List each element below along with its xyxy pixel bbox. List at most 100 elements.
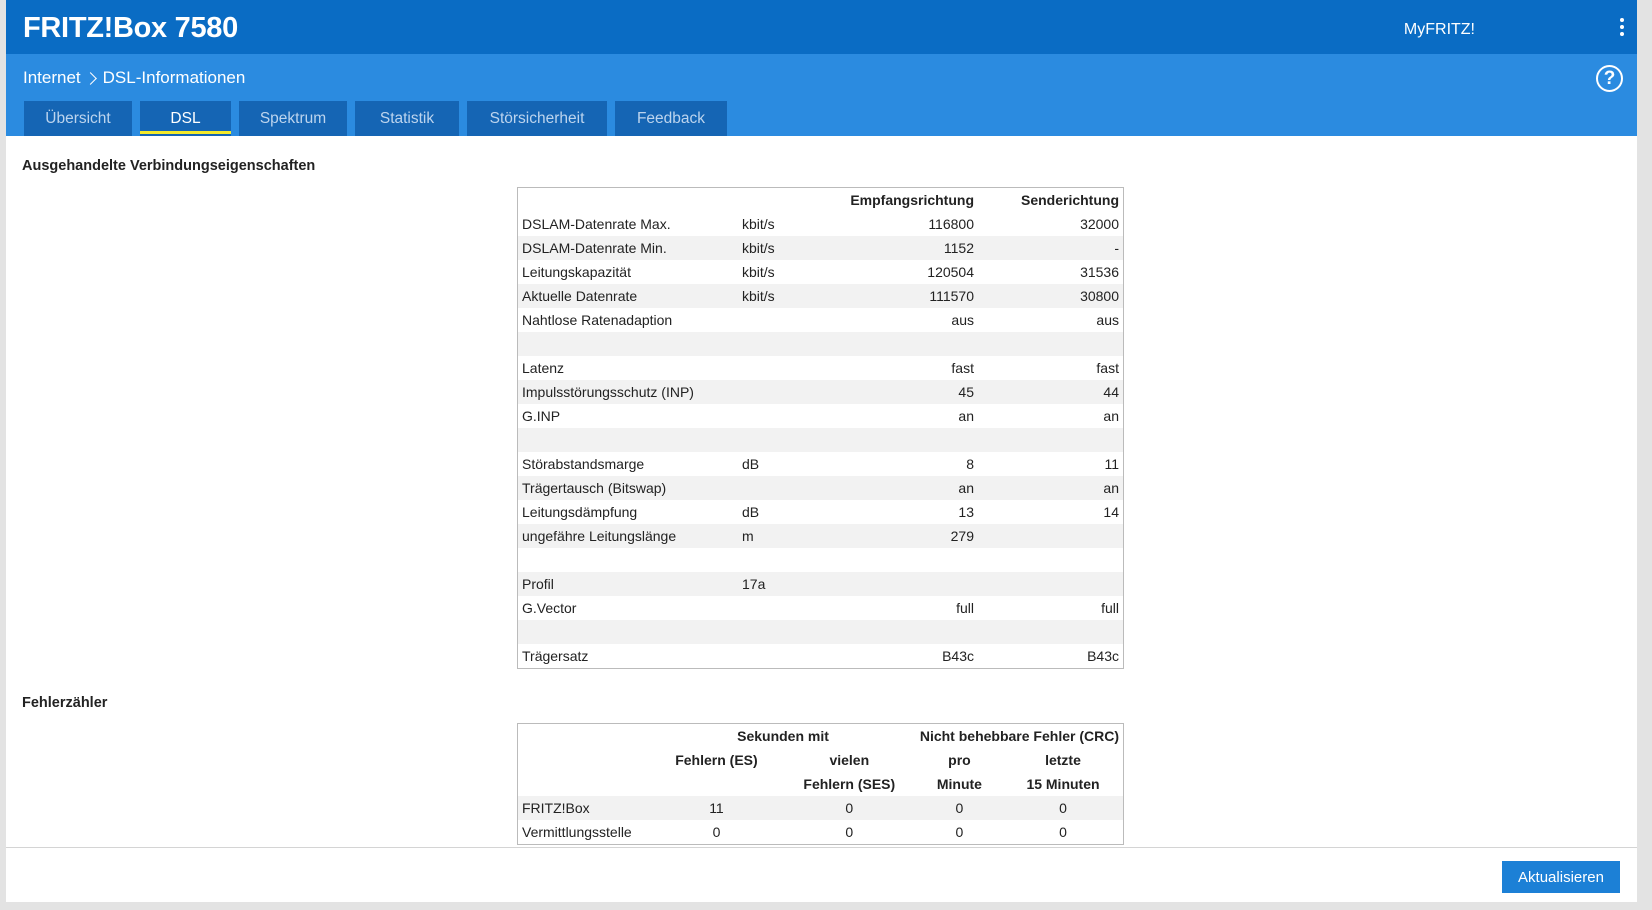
cell-unit — [738, 404, 838, 428]
table-row: G.INP an an — [518, 404, 1123, 428]
cell-unit — [738, 356, 838, 380]
cell-unit — [738, 428, 838, 452]
cell-ses: 0 — [845, 824, 854, 840]
cell-up: aus — [1096, 312, 1119, 328]
cell-label — [518, 428, 738, 452]
footer-bar: Aktualisieren — [6, 847, 1637, 902]
table-row: Aktuelle Datenrate kbit/s 111570 30800 — [518, 284, 1123, 308]
cell-up: 44 — [978, 380, 1123, 404]
cell-unit: dB — [742, 456, 760, 472]
col-header-up: Senderichtung — [1020, 192, 1119, 208]
cell-label: Aktuelle Datenrate — [518, 284, 738, 308]
cell-down: 111570 — [838, 284, 978, 308]
connection-table: Empfangsrichtung Senderichtung DSLAM-Dat… — [517, 187, 1124, 669]
cell-up: fast — [1096, 360, 1119, 376]
help-icon[interactable]: ? — [1596, 65, 1623, 92]
col-header-15-1: letzte — [1045, 752, 1081, 768]
tab-bar: Übersicht DSL Spektrum Statistik Störsic… — [24, 101, 735, 136]
cell-down: 13 — [958, 504, 974, 520]
group-header-crc: Nicht behebbare Fehler (CRC) — [919, 728, 1119, 744]
cell-up: 11 — [1104, 456, 1119, 472]
cell-up — [978, 572, 1123, 596]
cell-unit — [738, 308, 838, 332]
cell-unit: kbit/s — [738, 236, 838, 260]
cell-up — [978, 524, 1123, 548]
cell-m15: 0 — [1003, 796, 1123, 820]
table-row: Störabstandsmarge dB 8 11 — [518, 452, 1123, 476]
cell-down: B43c — [942, 648, 974, 664]
cell-label: Impulsstörungsschutz (INP) — [518, 380, 738, 404]
chevron-right-icon — [83, 71, 97, 85]
table-row: Latenz fast fast — [518, 356, 1123, 380]
cell-up: - — [978, 236, 1123, 260]
cell-down — [838, 428, 978, 452]
cell-down: fast — [951, 360, 974, 376]
cell-down: 45 — [838, 380, 978, 404]
cell-label: Leitungsdämpfung — [522, 504, 638, 520]
tab-spektrum[interactable]: Spektrum — [239, 101, 347, 136]
cell-unit — [738, 380, 838, 404]
cell-label: Leitungskapazität — [522, 264, 631, 280]
col-header-down: Empfangsrichtung — [850, 192, 974, 208]
table-row — [518, 548, 1123, 572]
cell-up: 30800 — [978, 284, 1123, 308]
cell-label: G.INP — [522, 408, 561, 424]
cell-pm: 0 — [955, 824, 964, 840]
cell-unit — [738, 596, 838, 620]
table-row: Profil 17a — [518, 572, 1123, 596]
tab-statistik[interactable]: Statistik — [355, 101, 459, 136]
cell-up: B43c — [1087, 648, 1119, 664]
col-header-15-2: 15 Minuten — [1026, 776, 1100, 792]
table-row — [518, 428, 1123, 452]
cell-down: 1152 — [838, 236, 978, 260]
tab-feedback[interactable]: Feedback — [615, 101, 727, 136]
tab-stoersicherheit[interactable]: Störsicherheit — [467, 101, 607, 136]
breadcrumb-parent[interactable]: Internet — [23, 68, 81, 87]
cell-label — [518, 548, 738, 572]
cell-unit: 17a — [738, 572, 838, 596]
myfritz-link[interactable]: MyFRITZ! — [1403, 21, 1475, 38]
cell-es: 0 — [712, 824, 721, 840]
cell-down: an — [958, 408, 974, 424]
cell-ses: 0 — [782, 796, 916, 820]
cell-up — [978, 332, 1123, 356]
cell-unit — [738, 548, 838, 572]
cell-unit: kbit/s — [742, 264, 775, 280]
cell-unit: dB — [742, 504, 760, 520]
cell-down: 116800 — [928, 216, 974, 232]
cell-m15: 0 — [1059, 824, 1067, 840]
group-header-seconds: Sekunden mit — [737, 728, 829, 744]
cell-label: FRITZ!Box — [518, 796, 651, 820]
cell-down — [838, 332, 978, 356]
cell-unit: kbit/s — [738, 284, 838, 308]
cell-label: Trägersatz — [522, 648, 589, 664]
cell-label: G.Vector — [522, 600, 577, 616]
cell-label: DSLAM-Datenrate Min. — [518, 236, 738, 260]
tab-uebersicht[interactable]: Übersicht — [24, 101, 132, 136]
cell-unit — [738, 644, 838, 668]
table-row: Trägersatz B43c B43c — [518, 644, 1123, 668]
cell-pm: 0 — [915, 796, 1003, 820]
errors-section-title: Fehlerzähler — [22, 695, 108, 711]
refresh-button[interactable]: Aktualisieren — [1502, 861, 1620, 893]
cell-label: Vermittlungsstelle — [522, 824, 632, 840]
cell-unit — [738, 332, 838, 356]
cell-unit: m — [738, 524, 838, 548]
app-window: FRITZ!Box 7580 MyFRITZ! Internet DSL-Inf… — [6, 0, 1637, 902]
error-counter-table: Sekunden mit Nicht behebbare Fehler (CRC… — [517, 723, 1124, 845]
table-row — [518, 620, 1123, 644]
more-menu-icon[interactable] — [1619, 18, 1625, 38]
cell-es: 11 — [650, 796, 783, 820]
cell-down: 120504 — [927, 264, 974, 280]
table-row: ungefähre Leitungslänge m 279 — [518, 524, 1123, 548]
cell-label — [518, 332, 738, 356]
cell-up: an — [1103, 408, 1119, 424]
table-row — [518, 332, 1123, 356]
table-row: Leitungskapazität kbit/s 120504 31536 — [518, 260, 1123, 284]
table-row: Leitungsdämpfung dB 13 14 — [518, 500, 1123, 524]
cell-down — [838, 620, 978, 644]
tab-dsl[interactable]: DSL — [140, 101, 231, 136]
table-row: FRITZ!Box 11 0 0 0 — [518, 796, 1123, 820]
cell-label — [518, 620, 738, 644]
cell-down: 279 — [838, 524, 978, 548]
